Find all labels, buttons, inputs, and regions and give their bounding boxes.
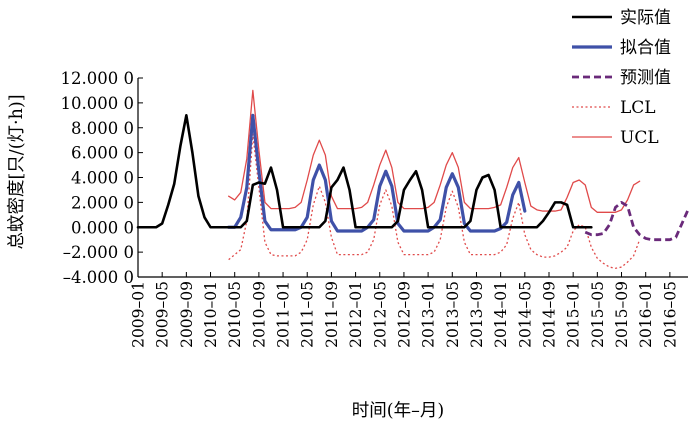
series-line-LCL <box>228 133 641 269</box>
series-line-UCL <box>228 89 641 213</box>
y-tick-label: 8.000 0 <box>71 119 134 138</box>
x-tick-label: 2015–05 <box>589 281 607 348</box>
x-tick-label: 2010–05 <box>226 281 244 348</box>
x-tick-label: 2009–05 <box>154 281 172 348</box>
x-tick-label: 2009–01 <box>130 281 148 348</box>
y-tick-label: 12.000 0 <box>61 69 134 88</box>
x-tick-label: 2011–01 <box>275 281 293 348</box>
x-tick-label: 2013–05 <box>444 281 462 348</box>
x-tick-label: 2010–09 <box>250 281 268 348</box>
legend-item-UCL[interactable]: UCL <box>572 128 659 148</box>
x-tick-label: 2015–01 <box>565 281 583 348</box>
x-tick-label: 2014–01 <box>492 281 510 348</box>
x-tick-label: 2015–09 <box>613 281 631 348</box>
axes: 12.000 0 10.000 0 8.000 0 6.000 0 4.000 0 2.0… <box>61 69 688 348</box>
y-tick-label: 10.000 0 <box>61 94 134 113</box>
x-tick-label: 2012–05 <box>371 281 389 348</box>
y-axis-title: 总蚊密度[只/(灯·h)] <box>7 94 27 249</box>
x-tick-label: 2013–09 <box>468 281 486 348</box>
x-tick-label: 2016–01 <box>637 281 655 348</box>
y-tick-label: 2.000 0 <box>71 193 134 212</box>
legend-label: 预测值 <box>620 68 671 88</box>
x-tick-label: 2012–09 <box>395 281 413 348</box>
series-line-拟合值 <box>227 113 527 233</box>
series-line-预测值 <box>584 200 690 242</box>
legend-item-预测值[interactable]: 预测值 <box>572 68 671 88</box>
legend-label: UCL <box>620 128 659 148</box>
x-tick-label: 2011–09 <box>323 281 341 348</box>
series-lines <box>136 89 690 269</box>
x-axis-title: 时间(年–月) <box>352 401 444 421</box>
legend-item-实际值[interactable]: 实际值 <box>572 8 671 28</box>
series-line-实际值 <box>136 114 593 229</box>
y-tick-label: 4.000 0 <box>71 169 134 188</box>
legend-item-LCL[interactable]: LCL <box>572 98 656 118</box>
x-tick-label: 2013–01 <box>420 281 438 348</box>
x-tick-label: 2009–09 <box>178 281 196 348</box>
x-tick-label: 2010–01 <box>202 281 220 348</box>
x-tick-label: 2014–05 <box>516 281 534 348</box>
legend-label: LCL <box>620 98 656 118</box>
x-tick-label: 2016–05 <box>661 281 679 348</box>
legend-item-拟合值[interactable]: 拟合值 <box>572 38 671 58</box>
y-tick-label: 6.000 0 <box>71 144 134 163</box>
x-tick-label: 2011–05 <box>299 281 317 348</box>
legend-label: 实际值 <box>620 8 671 28</box>
legend-label: 拟合值 <box>620 38 671 58</box>
y-tick-label: 0.000 0 <box>71 218 134 237</box>
y-tick-label: –4.000 0 <box>63 268 134 287</box>
x-tick-label: 2012–01 <box>347 281 365 348</box>
y-tick-label: –2.000 0 <box>63 243 134 262</box>
x-tick-label: 2014–09 <box>540 281 558 348</box>
